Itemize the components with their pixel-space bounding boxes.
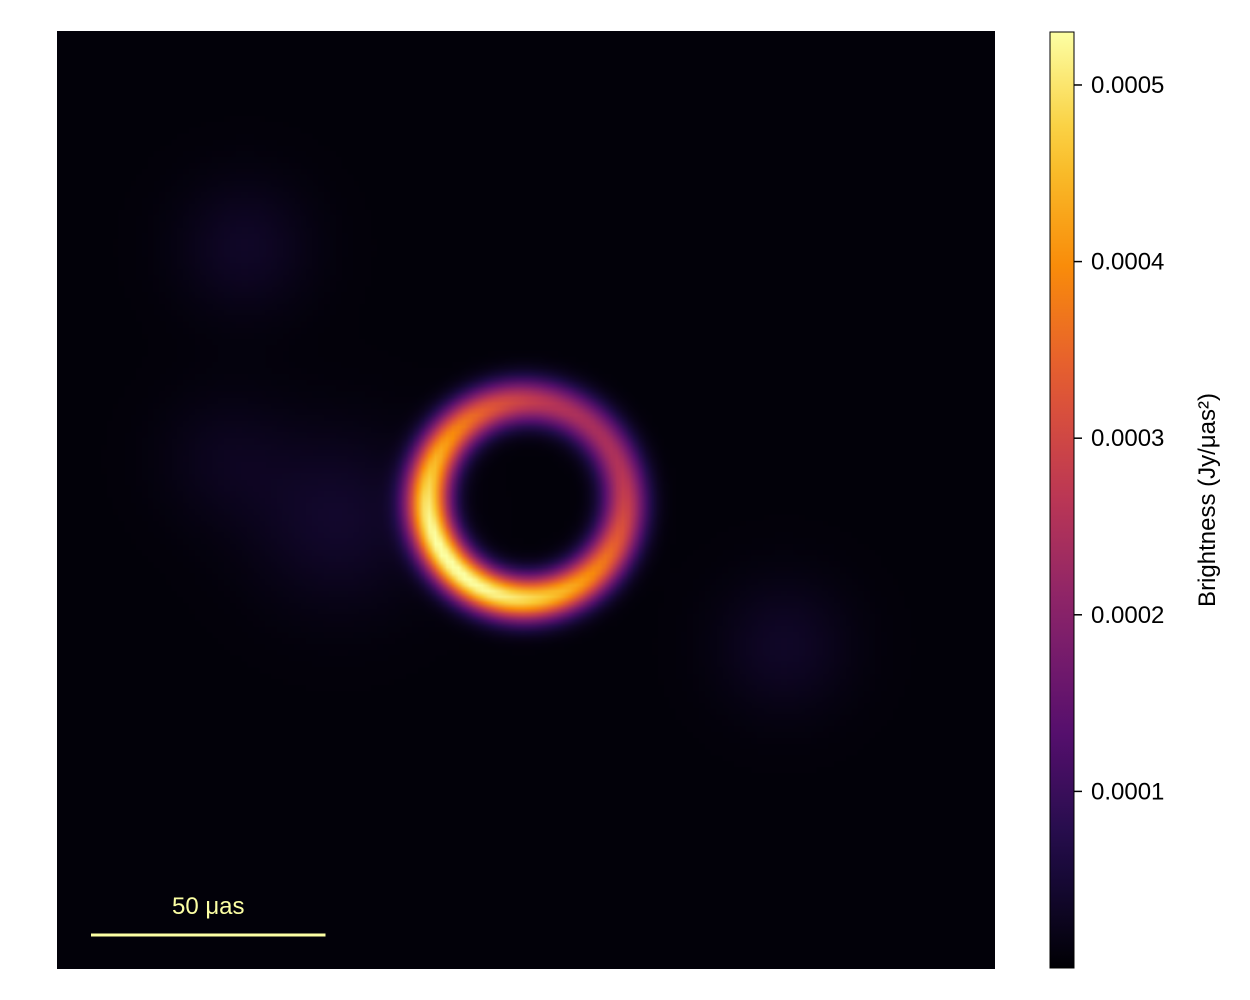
colorbar-gradient <box>1050 32 1074 968</box>
colorbar-ticks: 0.0001 0.0002 0.0003 0.0004 0.0005 <box>1074 72 1164 805</box>
colorbar-tick-label: 0.0004 <box>1091 249 1164 276</box>
brightness-image <box>57 31 995 969</box>
colorbar-tick-label: 0.0003 <box>1091 425 1164 452</box>
colorbar-label: Brightness (Jy/μas²) <box>1194 393 1221 607</box>
colorbar-frame <box>1049 31 1075 969</box>
colorbar-tick-label: 0.0005 <box>1091 72 1164 99</box>
scale-bar-label: 50 μas <box>172 893 245 920</box>
colorbar-tick-label: 0.0002 <box>1091 602 1164 629</box>
image-panel <box>57 31 995 969</box>
scale-bar: 50 μas <box>91 893 326 937</box>
colorbar: 0.0001 0.0002 0.0003 0.0004 0.0005 Brightnes… <box>1049 31 1221 969</box>
colorbar-tick-label: 0.0001 <box>1091 778 1164 805</box>
